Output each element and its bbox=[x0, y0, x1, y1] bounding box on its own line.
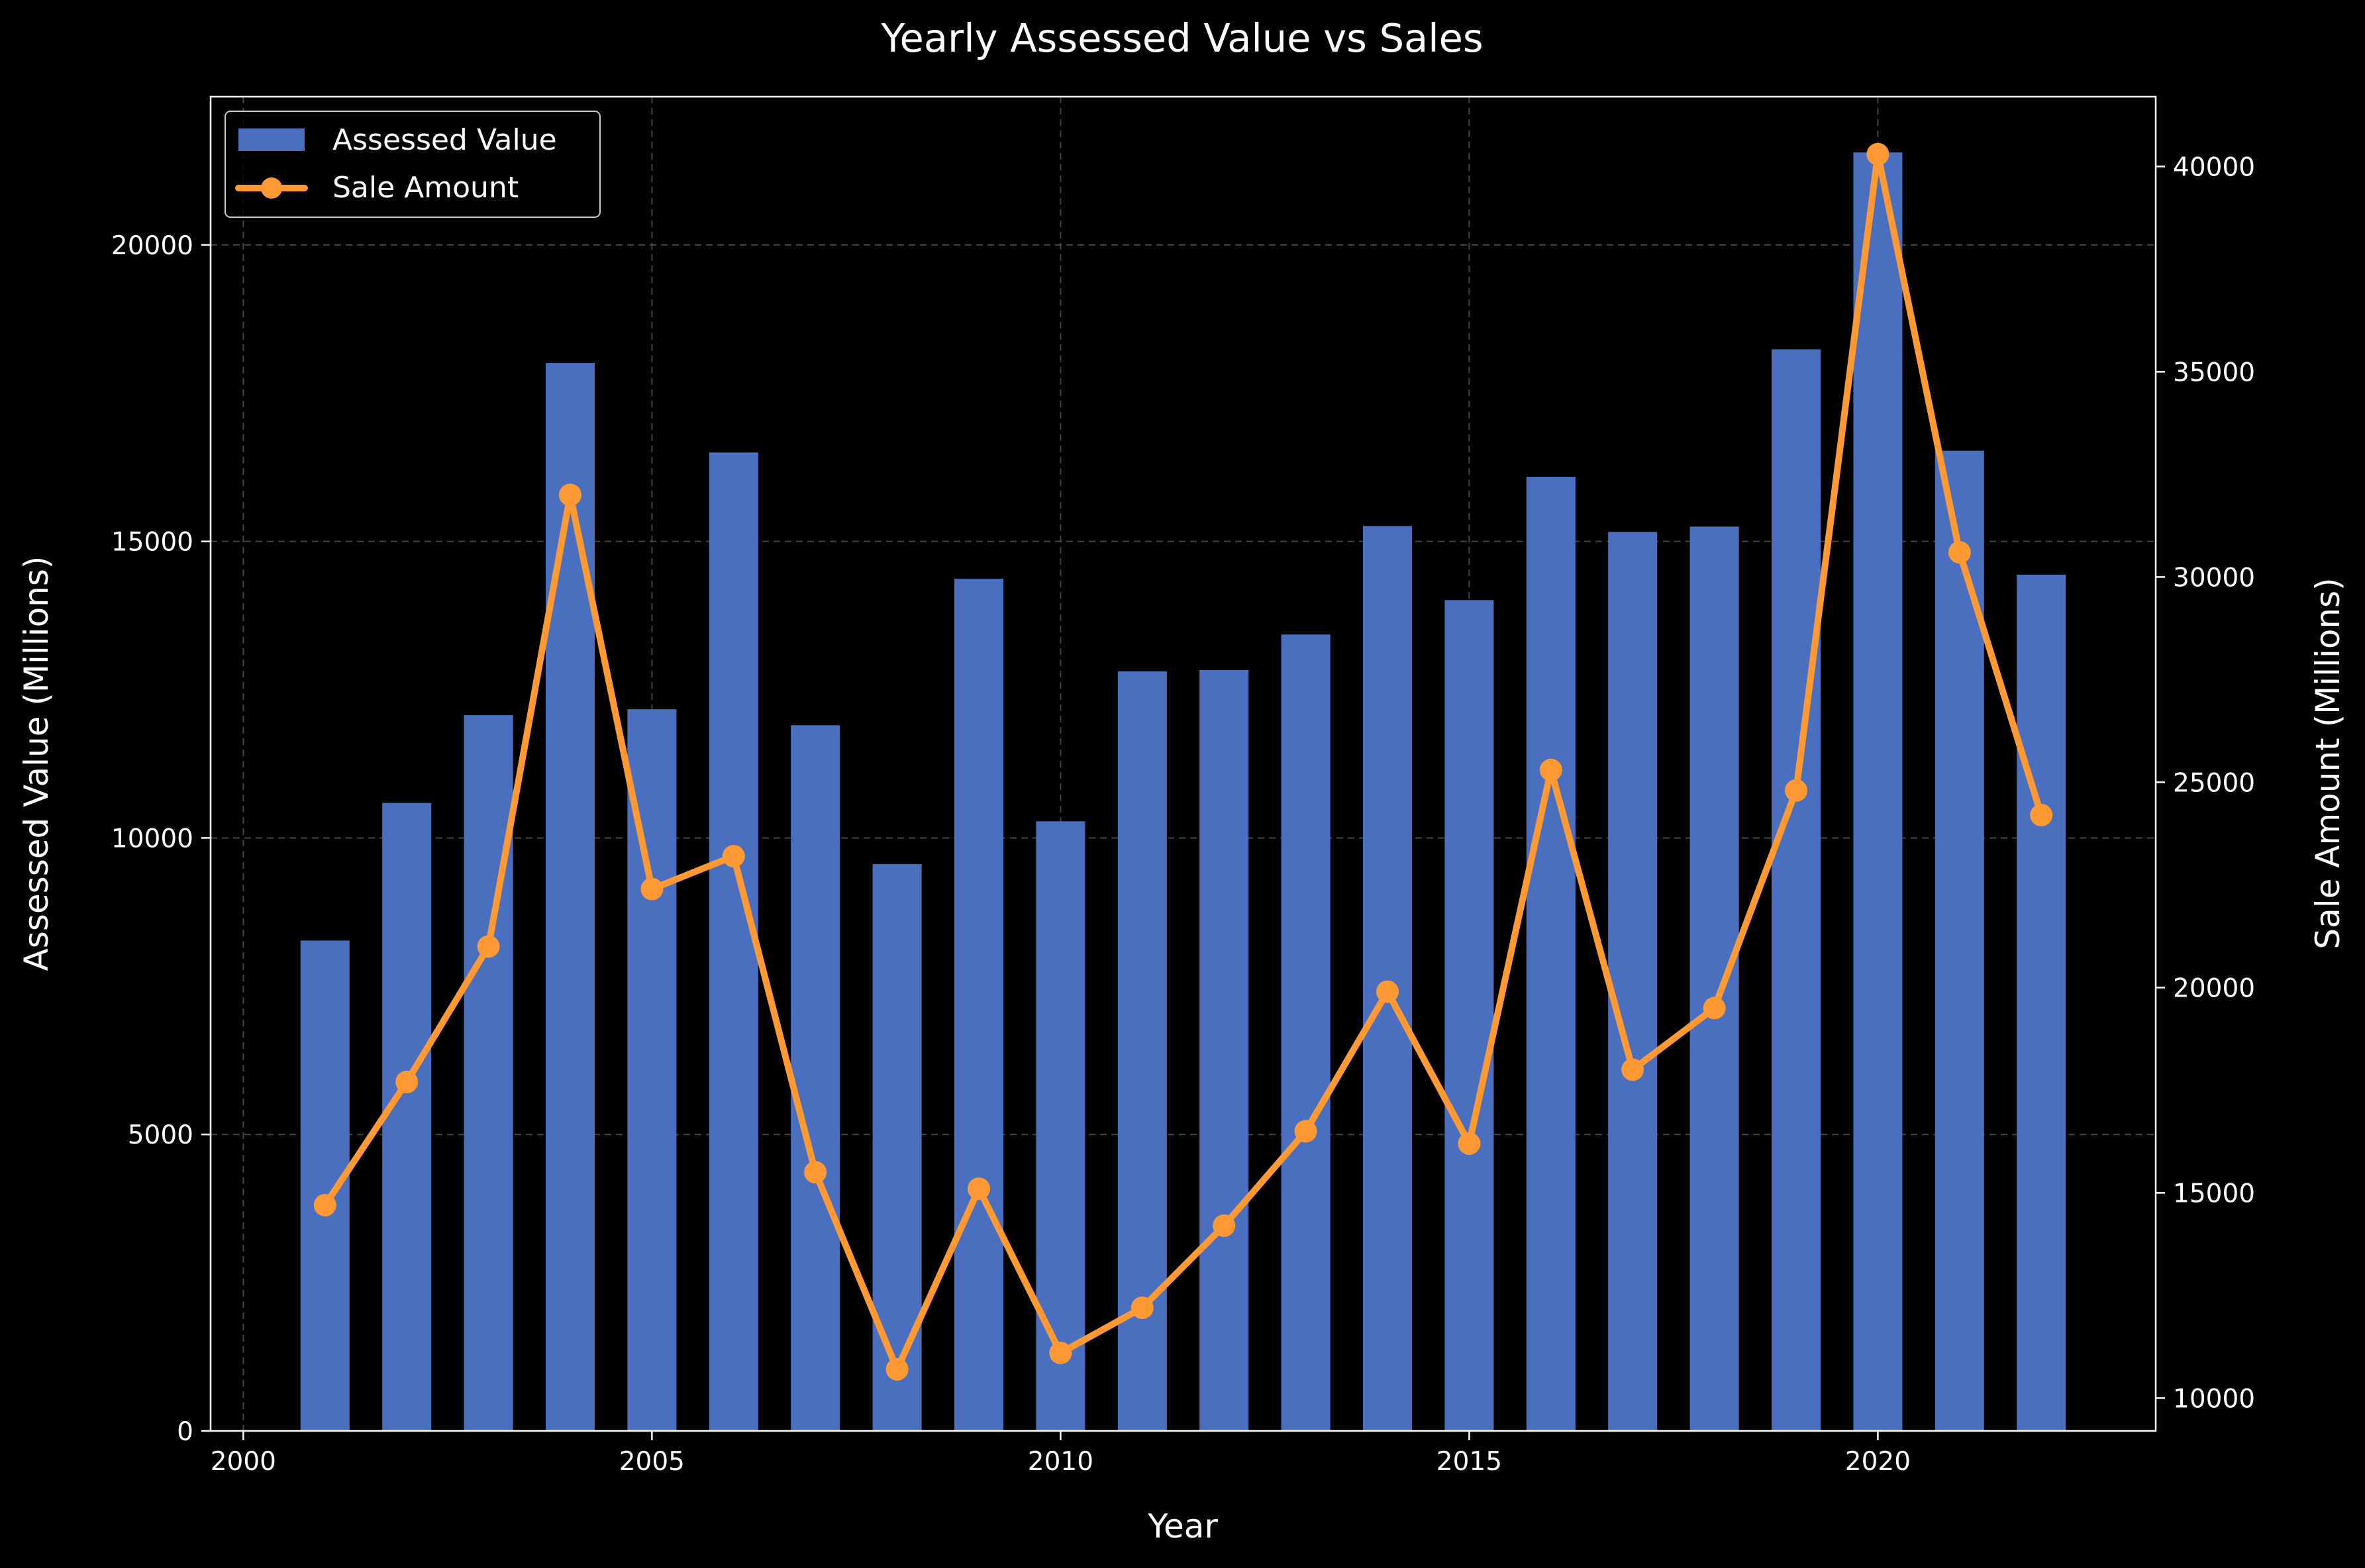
bar-2004 bbox=[545, 363, 595, 1431]
point-2022 bbox=[2030, 804, 2053, 826]
bar-2017 bbox=[1608, 532, 1658, 1431]
point-2018 bbox=[1703, 997, 1726, 1020]
bar-2001 bbox=[300, 940, 350, 1431]
chart-title: Yearly Assessed Value vs Sales bbox=[880, 15, 1483, 61]
y2-tick-label: 25000 bbox=[2173, 768, 2255, 798]
point-2009 bbox=[967, 1177, 990, 1200]
y-tick-label: 15000 bbox=[111, 528, 193, 558]
x-axis-label: Year bbox=[1147, 1507, 1218, 1545]
point-2007 bbox=[804, 1161, 827, 1184]
bar-2012 bbox=[1199, 670, 1249, 1431]
bar-2016 bbox=[1526, 477, 1576, 1432]
legend-box bbox=[225, 111, 601, 218]
bar-2015 bbox=[1444, 600, 1494, 1431]
bar-2005 bbox=[627, 709, 677, 1431]
legend: Assessed Value Sale Amount bbox=[225, 111, 601, 218]
bar-2006 bbox=[709, 452, 758, 1432]
point-2021 bbox=[1948, 541, 1971, 564]
point-2017 bbox=[1621, 1058, 1644, 1081]
legend-label-assessed-value: Assessed Value bbox=[332, 123, 557, 157]
legend-marker-sale-amount bbox=[261, 177, 282, 199]
bar-2008 bbox=[872, 863, 922, 1431]
y-axis-label: Assessed Value (Millions) bbox=[17, 556, 56, 971]
bar-2009 bbox=[954, 579, 1004, 1431]
line-series bbox=[313, 142, 2053, 1381]
bar-2013 bbox=[1281, 634, 1331, 1432]
point-2015 bbox=[1458, 1132, 1481, 1155]
legend-swatch-assessed-value bbox=[238, 128, 305, 151]
point-2003 bbox=[477, 935, 500, 958]
legend-label-sale-amount: Sale Amount bbox=[332, 171, 519, 205]
point-2014 bbox=[1376, 980, 1399, 1003]
point-2006 bbox=[722, 845, 745, 867]
point-2013 bbox=[1294, 1120, 1317, 1143]
x-tick-label: 2020 bbox=[1845, 1447, 1911, 1477]
bar-2022 bbox=[2017, 574, 2066, 1431]
point-2008 bbox=[885, 1358, 909, 1381]
y-tick-label: 20000 bbox=[111, 231, 193, 261]
bar-2003 bbox=[464, 715, 513, 1431]
y2-tick-label: 10000 bbox=[2173, 1384, 2255, 1414]
x-tick-label: 2005 bbox=[619, 1447, 685, 1477]
y-tick-label: 5000 bbox=[128, 1120, 193, 1150]
ticks: 2000 2005 2010 2015 2020 0 5000 10000 15000 20000… bbox=[111, 152, 2255, 1477]
y2-tick-label: 15000 bbox=[2173, 1179, 2255, 1208]
bar-2018 bbox=[1689, 526, 1739, 1431]
point-2011 bbox=[1131, 1297, 1154, 1319]
point-2010 bbox=[1049, 1342, 1072, 1365]
y2-tick-label: 30000 bbox=[2173, 563, 2255, 593]
bar-2010 bbox=[1036, 821, 1085, 1431]
bar-series bbox=[300, 152, 2066, 1432]
plot-frame bbox=[209, 95, 2157, 1432]
point-2001 bbox=[313, 1194, 336, 1216]
point-2019 bbox=[1785, 779, 1808, 802]
point-2005 bbox=[640, 877, 664, 901]
y2-tick-label: 20000 bbox=[2173, 973, 2255, 1003]
point-2002 bbox=[395, 1071, 419, 1093]
bar-2007 bbox=[791, 725, 840, 1431]
x-tick-label: 2015 bbox=[1436, 1447, 1502, 1477]
sale-amount-line bbox=[321, 150, 2045, 1373]
y2-tick-label: 35000 bbox=[2173, 358, 2255, 387]
bar-2019 bbox=[1772, 349, 1821, 1432]
x-tick-label: 2000 bbox=[211, 1447, 276, 1477]
y-tick-label: 10000 bbox=[111, 824, 193, 854]
y2-tick-label: 40000 bbox=[2173, 152, 2255, 182]
x-tick-label: 2010 bbox=[1028, 1447, 1093, 1477]
point-2016 bbox=[1539, 758, 1562, 781]
point-2020 bbox=[1866, 142, 1889, 166]
point-2012 bbox=[1213, 1214, 1236, 1237]
y2-axis-label: Sale Amount (Millions) bbox=[2309, 577, 2347, 949]
bar-2002 bbox=[382, 803, 432, 1431]
bar-2020 bbox=[1853, 152, 1903, 1431]
bar-2014 bbox=[1362, 526, 1413, 1431]
y-tick-label: 0 bbox=[177, 1417, 193, 1447]
point-2004 bbox=[558, 483, 581, 507]
